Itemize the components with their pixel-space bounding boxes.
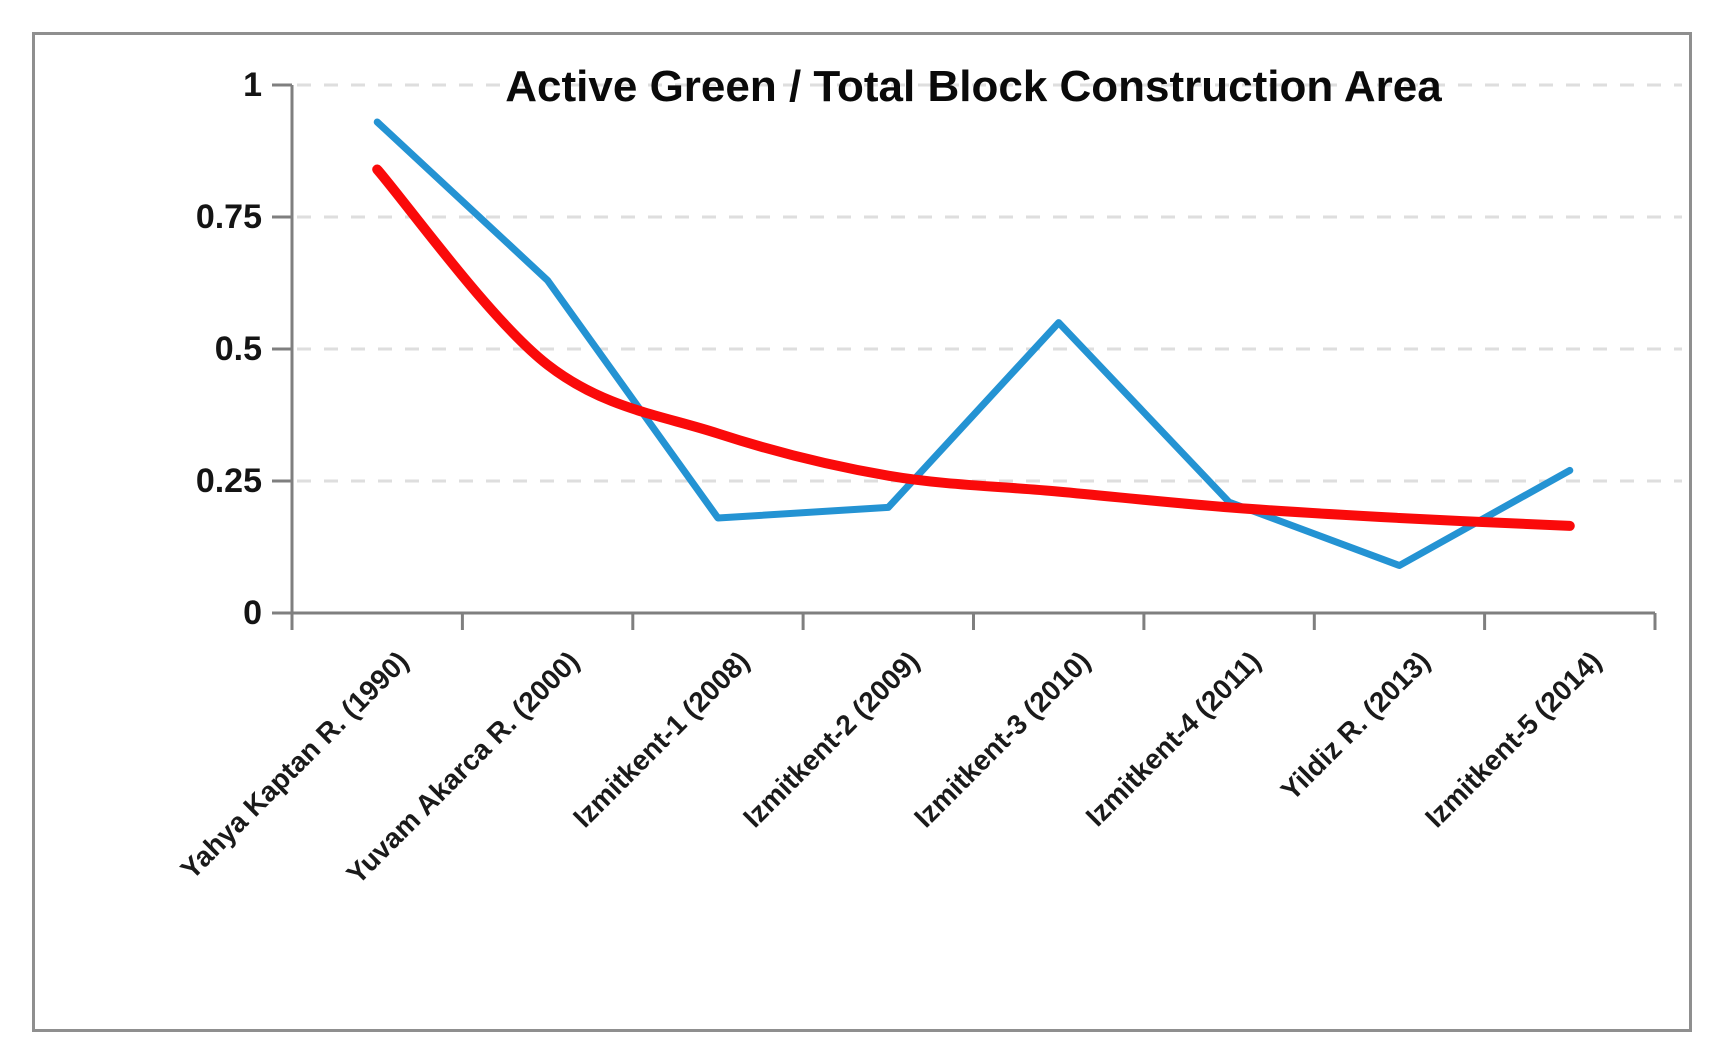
y-tick-label: 0.75 <box>195 198 262 236</box>
data-series-line <box>373 118 1574 569</box>
trendline <box>372 164 1575 531</box>
chart-border <box>32 32 1692 1032</box>
y-tick-label: 0.25 <box>195 462 262 500</box>
y-tick-label: 0.5 <box>214 330 262 368</box>
y-tick-label: 1 <box>243 66 262 104</box>
y-tick-label: 0 <box>243 594 262 632</box>
chart-title: Active Green / Total Block Construction … <box>505 62 1442 111</box>
